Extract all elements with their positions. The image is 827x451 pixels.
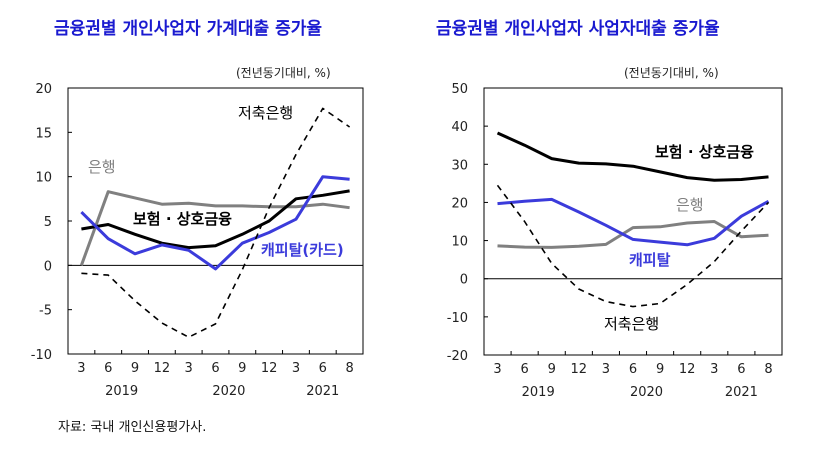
x-tick-label: 6: [737, 362, 745, 377]
x-tick-label: 3: [493, 362, 501, 377]
x-tick-label: 3: [292, 361, 300, 376]
series-line: [80, 175, 350, 271]
series-line: [496, 131, 769, 182]
chart1-unit: (전년동기대비, %): [236, 66, 331, 80]
series-label: 은행: [676, 196, 704, 214]
y-tick-label: -5: [39, 304, 52, 319]
chart1-title: 금융권별 개인사업자 가계대출 증가율: [54, 19, 322, 39]
y-tick-label: 20: [451, 196, 468, 211]
series-line: [497, 197, 770, 247]
x-tick-label: 6: [520, 362, 528, 377]
series-line: [81, 107, 351, 339]
y-tick-label: 30: [451, 158, 468, 173]
x-year-label: 2021: [306, 384, 339, 399]
x-tick-label: 6: [629, 362, 637, 377]
x-tick-label: 9: [131, 361, 139, 376]
x-year-label: 2020: [630, 385, 663, 400]
x-tick-label: 6: [104, 361, 112, 376]
x-tick-label: 9: [238, 361, 246, 376]
series-label: 은행: [88, 158, 116, 176]
x-tick-label: 12: [571, 362, 588, 377]
source-note: 자료: 국내 개인신용평가사.: [58, 420, 207, 435]
x-tick-label: 3: [710, 362, 718, 377]
x-tick-label: 12: [679, 362, 696, 377]
y-tick-label: -10: [447, 311, 468, 326]
x-tick-label: 9: [548, 362, 556, 377]
x-tick-label: 6: [211, 361, 219, 376]
y-tick-label: 0: [44, 259, 52, 274]
plot-frame: [483, 87, 783, 356]
y-tick-label: 15: [35, 126, 52, 141]
y-tick-label: -10: [31, 348, 52, 363]
chart2-title: 금융권별 개인사업자 사업자대출 증가율: [436, 19, 720, 39]
x-tick-label: 12: [154, 361, 171, 376]
series-label: 캐피탈(카드): [261, 241, 344, 259]
y-tick-label: 20: [35, 82, 52, 97]
series-label: 저축은행: [604, 315, 659, 333]
x-tick-label: 8: [764, 362, 772, 377]
x-tick-label: 8: [345, 361, 353, 376]
y-tick-label: 10: [451, 235, 468, 250]
x-year-label: 2021: [725, 385, 758, 400]
series-label: 보험 · 상호금융: [655, 143, 754, 161]
chart1-svg: 20 15 10 5 0 -5 -10 3 6 9 12 3 6 9 12 3 6 8 2019 2020 2021 저축…: [31, 82, 364, 399]
series-label: 보험 · 상호금융: [133, 210, 232, 228]
x-year-label: 2020: [212, 384, 245, 399]
series-label: 캐피탈: [629, 251, 671, 269]
chart2-unit: (전년동기대비, %): [624, 66, 719, 80]
y-tick-label: 50: [451, 82, 468, 97]
x-tick-label: 3: [185, 361, 193, 376]
series-line: [81, 189, 350, 250]
series-line: [497, 220, 769, 249]
x-year-label: 2019: [105, 384, 138, 399]
y-tick-label: 0: [460, 273, 468, 288]
x-tick-label: 6: [319, 361, 327, 376]
y-tick-label: -20: [447, 349, 468, 364]
x-tick-label: 9: [656, 362, 664, 377]
x-tick-label: 3: [602, 362, 610, 377]
y-tick-label: 5: [44, 215, 52, 230]
x-year-label: 2019: [522, 385, 555, 400]
x-tick-label: 3: [77, 361, 85, 376]
x-tick-label: 12: [261, 361, 278, 376]
series-label: 저축은행: [238, 104, 293, 122]
y-tick-label: 40: [451, 120, 468, 135]
y-tick-label: 10: [35, 171, 52, 186]
series-line: [496, 184, 770, 308]
